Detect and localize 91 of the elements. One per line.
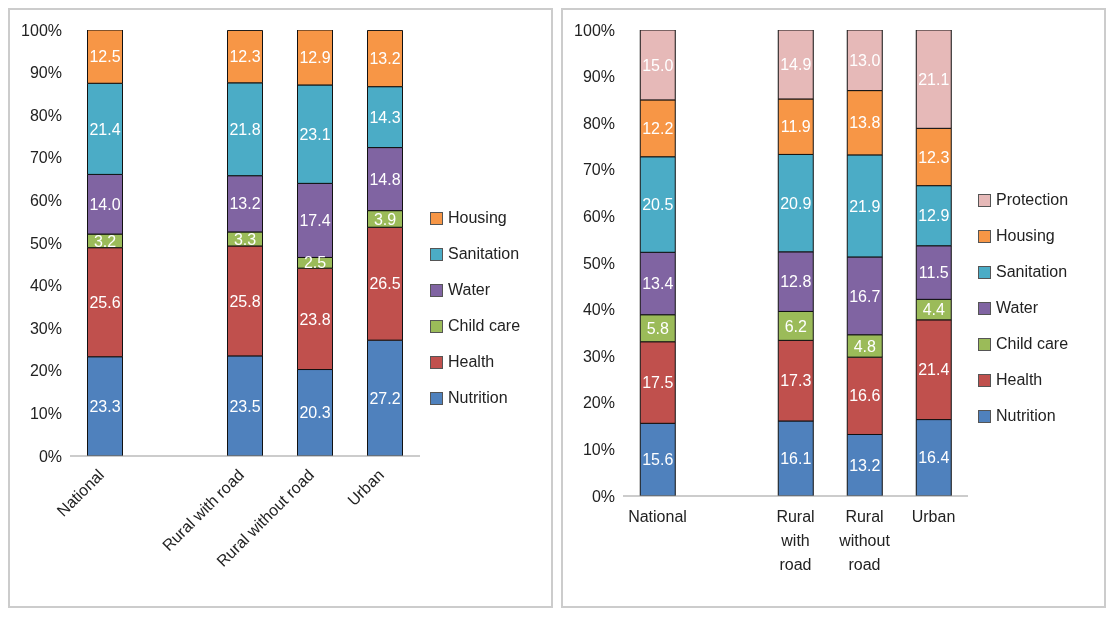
legend-label: Housing [996, 227, 1055, 245]
data-label: 14.0 [89, 195, 121, 213]
y-tick-label: 30% [582, 347, 615, 365]
data-label: 11.9 [780, 118, 811, 136]
data-label: 14.8 [369, 170, 401, 188]
y-tick-label: 100% [574, 21, 615, 39]
data-label: 16.6 [849, 387, 881, 405]
y-tick-label: 50% [582, 254, 615, 272]
data-label: 12.8 [780, 273, 812, 291]
legend-label: Sanitation [996, 263, 1068, 281]
data-label: 14.3 [369, 108, 401, 126]
data-label: 2.5 [303, 254, 327, 272]
data-label: 11.5 [918, 264, 949, 282]
y-tick-label: 70% [582, 161, 615, 179]
data-label: 16.7 [849, 287, 881, 305]
legend-label: Water [996, 299, 1039, 317]
y-tick-label: 100% [21, 21, 62, 39]
y-tick-label: 50% [29, 234, 62, 252]
data-label: 15.6 [642, 451, 674, 469]
legend-label: Housing [448, 209, 507, 227]
data-label: 21.4 [89, 120, 121, 138]
y-tick-label: 40% [29, 277, 62, 295]
data-label: 13.2 [849, 456, 881, 474]
legend-label: Child care [448, 317, 521, 335]
data-label: 21.8 [229, 120, 261, 138]
y-tick-label: 80% [29, 106, 62, 124]
data-label: 12.5 [89, 48, 121, 66]
data-label: 3.3 [233, 230, 257, 248]
data-label: 12.2 [642, 120, 674, 138]
y-tick-label: 20% [29, 362, 62, 380]
data-label: 16.4 [918, 449, 950, 467]
data-label: 21.1 [918, 70, 950, 88]
data-label: 13.4 [642, 275, 674, 293]
legend-label: Protection [996, 191, 1069, 209]
data-label: 26.5 [369, 275, 401, 293]
y-tick-label: 90% [29, 64, 62, 82]
x-tick-label: National [628, 508, 687, 525]
data-label: 20.5 [642, 196, 674, 214]
x-tick-label: Urban [911, 508, 956, 525]
legend-label: Health [996, 371, 1043, 389]
data-label: 23.3 [89, 398, 121, 416]
data-label: 12.3 [229, 48, 261, 66]
data-label: 16.1 [780, 450, 812, 468]
data-label: 12.9 [918, 207, 950, 225]
data-label: 6.2 [784, 317, 807, 335]
y-tick-label: 10% [582, 441, 615, 459]
data-label: 21.4 [918, 361, 950, 379]
data-label: 4.4 [922, 301, 945, 319]
x-tick-label: Rural without road [838, 508, 891, 573]
legend-label: Health [448, 353, 495, 371]
y-tick-label: 60% [29, 192, 62, 210]
data-label: 5.8 [646, 319, 669, 337]
data-label: 20.9 [780, 194, 812, 212]
data-label: 12.3 [918, 148, 950, 166]
data-label: 3.2 [93, 232, 117, 250]
data-label: 4.8 [853, 337, 876, 355]
y-tick-label: 60% [582, 208, 615, 226]
legend-label: Nutrition [996, 407, 1056, 425]
data-label: 23.8 [299, 310, 331, 328]
legend-label: Nutrition [448, 389, 508, 407]
data-label: 13.2 [229, 195, 261, 213]
legend-label: Water [448, 281, 491, 299]
data-label: 17.5 [642, 374, 674, 392]
data-label: 13.0 [849, 51, 881, 69]
data-label: 21.9 [849, 197, 881, 215]
data-label: 23.1 [299, 125, 331, 143]
data-label: 15.0 [642, 56, 674, 74]
y-tick-label: 30% [29, 319, 62, 337]
data-label: 25.8 [229, 292, 261, 310]
legend-label: Child care [996, 335, 1069, 353]
data-label: 12.9 [299, 49, 331, 67]
y-tick-label: 90% [582, 68, 615, 86]
data-label: 17.4 [299, 212, 331, 230]
data-label: 27.2 [369, 389, 401, 407]
y-tick-label: 80% [582, 114, 615, 132]
data-label: 13.8 [849, 114, 881, 132]
y-tick-label: 20% [582, 394, 615, 412]
x-tick-label: Rural with road [776, 508, 815, 573]
y-tick-label: 70% [29, 149, 62, 167]
data-label: 25.6 [89, 293, 121, 311]
data-label: 17.3 [780, 372, 812, 390]
data-label: 13.2 [369, 50, 401, 68]
data-label: 3.9 [373, 210, 397, 228]
data-label: 14.9 [780, 56, 812, 74]
data-label: 20.3 [299, 404, 331, 422]
legend-label: Sanitation [448, 245, 520, 263]
data-label: 23.5 [229, 397, 261, 415]
y-tick-label: 40% [582, 301, 615, 319]
y-tick-label: 10% [29, 405, 62, 423]
y-tick-label: 0% [591, 487, 615, 505]
y-tick-label: 0% [38, 447, 62, 465]
